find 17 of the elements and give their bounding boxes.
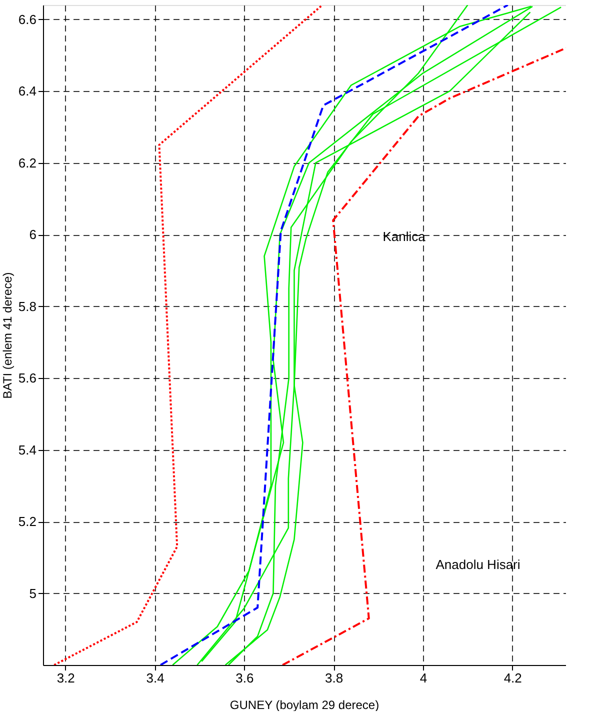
y-tick-label: 5.4 <box>18 442 36 458</box>
x-tick-label: 3.4 <box>146 670 164 686</box>
x-tick-label: 3.8 <box>325 670 344 686</box>
y-tick-label: 5.6 <box>18 370 36 386</box>
y-tick-label: 6.6 <box>18 12 36 27</box>
x-tick-label: 3.2 <box>56 670 75 686</box>
y-tick-label: 5.8 <box>18 298 36 314</box>
y-axis-title: BATI (enlem 41 derece) <box>0 272 14 399</box>
y-tick-label: 6.2 <box>18 155 36 170</box>
y-tick-label: 6 <box>29 227 36 242</box>
x-tick-label: 4.2 <box>504 670 522 686</box>
x-tick-label: 4 <box>420 670 428 686</box>
y-tick-label: 5 <box>29 586 36 601</box>
y-tick-label: 6.4 <box>18 84 36 99</box>
y-tick-label: 5.2 <box>18 514 36 530</box>
x-tick-label: 3.6 <box>236 670 254 686</box>
annotation: Anadolu Hisari <box>436 557 520 572</box>
